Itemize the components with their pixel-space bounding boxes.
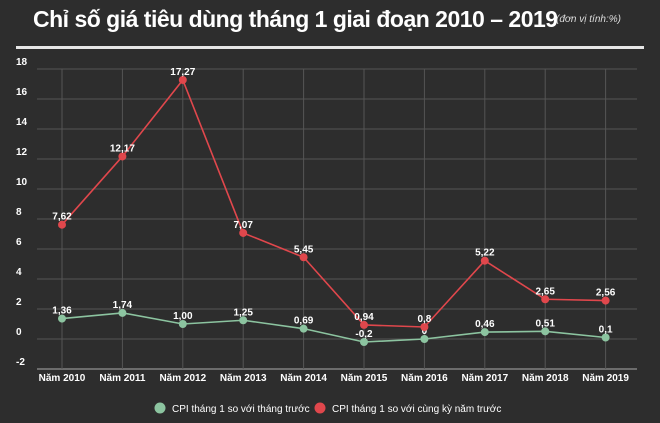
data-point (360, 338, 368, 346)
y-tick-label: 2 (16, 297, 22, 308)
x-tick-label: Năm 2011 (99, 373, 146, 384)
data-point (601, 333, 610, 342)
legend-label: CPI tháng 1 so với tháng trước (172, 404, 310, 415)
y-tick-label: -2 (16, 357, 25, 368)
data-label: 5,22 (475, 248, 495, 259)
data-point (420, 323, 429, 331)
y-tick-label: 18 (16, 57, 28, 68)
data-point (239, 316, 248, 325)
x-tick-label: Năm 2013 (220, 373, 267, 384)
y-tick-label: 8 (16, 207, 22, 218)
y-tick-label: 16 (16, 87, 28, 98)
x-tick-label: Năm 2017 (461, 373, 508, 384)
data-label: 1,74 (113, 300, 133, 311)
data-label: 2,65 (535, 286, 555, 297)
y-tick-label: 0 (16, 327, 22, 338)
data-label: 5,45 (294, 244, 314, 255)
data-point (118, 308, 127, 317)
x-tick-label: Năm 2018 (522, 373, 569, 384)
data-label: 7,62 (52, 212, 72, 223)
x-tick-label: Năm 2015 (341, 373, 388, 384)
x-tick-label: Năm 2012 (159, 373, 206, 384)
data-point (58, 220, 66, 229)
data-label: 0 (422, 326, 428, 337)
data-label: 0,46 (475, 319, 495, 330)
y-tick-label: 6 (16, 237, 22, 248)
y-tick-label: 10 (16, 177, 28, 188)
data-label: 12,17 (110, 143, 135, 154)
data-label: 1,36 (52, 306, 72, 317)
data-label: 1,25 (233, 307, 253, 318)
legend-marker (154, 402, 166, 414)
data-label: 0,1 (599, 325, 613, 336)
series-line-0 (61, 312, 606, 343)
data-label: 2,56 (596, 288, 616, 299)
data-label: 0,8 (417, 314, 431, 325)
data-point (480, 328, 489, 337)
data-point (178, 75, 187, 84)
data-label: 0,94 (354, 312, 374, 323)
x-tick-label: Năm 2019 (582, 373, 629, 384)
data-point (299, 253, 308, 262)
data-label: 7,07 (233, 220, 253, 231)
data-point (239, 228, 248, 237)
chart-title: Chỉ số giá tiêu dùng tháng 1 giai đoạn 2… (33, 6, 558, 32)
y-tick-label: 4 (16, 267, 22, 278)
data-point (601, 296, 610, 305)
series-line-1 (61, 78, 606, 328)
data-label: -0,2 (355, 329, 373, 340)
data-label: 17,27 (170, 67, 195, 78)
x-tick-label: Năm 2016 (401, 373, 448, 384)
data-point (118, 152, 127, 161)
legend-label: CPI tháng 1 so với cùng kỳ năm trước (332, 404, 501, 415)
x-tick-label: Năm 2010 (39, 373, 86, 384)
x-tick-label: Năm 2014 (280, 373, 327, 384)
y-tick-label: 12 (16, 147, 28, 158)
data-label: 1,00 (173, 311, 193, 322)
data-point (178, 320, 187, 328)
data-label: 0,51 (535, 318, 555, 329)
unit-note: (đơn vị tính:%) (556, 14, 621, 25)
data-point (541, 295, 550, 304)
y-tick-label: 14 (16, 117, 28, 128)
data-point (420, 335, 429, 343)
data-point (360, 320, 368, 329)
legend-marker (314, 402, 326, 414)
data-point (58, 314, 66, 323)
data-point (541, 327, 550, 336)
title-divider (16, 46, 644, 49)
data-label: 0,69 (294, 316, 314, 327)
data-point (480, 256, 489, 265)
data-point (299, 324, 308, 333)
